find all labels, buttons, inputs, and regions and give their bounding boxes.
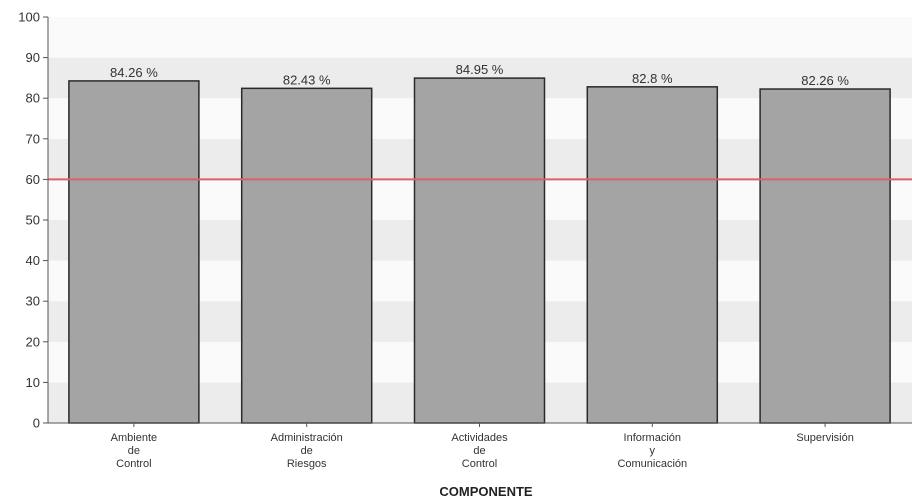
x-axis-category-labels: Ambiente de Control Administración de Riesgos… xyxy=(111,423,854,470)
bar xyxy=(240,87,373,424)
y-tick-label: 50 xyxy=(26,213,40,228)
data-labels: 84.26 % 82.43 % 84.95 % 82.8 % 82.26 % xyxy=(110,62,849,88)
data-label: 82.43 % xyxy=(283,72,331,87)
y-axis-ticks: 0 10 20 30 40 50 60 70 80 90 100 xyxy=(18,10,48,431)
x-axis-title: COMPONENTE xyxy=(439,484,533,499)
bar xyxy=(759,88,891,424)
bars xyxy=(68,77,891,424)
x-tick-label: Supervisión xyxy=(796,432,853,444)
x-tick-label: Administración de Riesgos xyxy=(271,432,343,470)
bar xyxy=(586,86,719,424)
y-tick-label: 30 xyxy=(26,294,40,309)
data-label: 82.8 % xyxy=(632,71,673,86)
y-tick-label: 90 xyxy=(26,50,40,65)
data-label: 84.95 % xyxy=(456,62,504,77)
y-tick-label: 20 xyxy=(26,334,40,349)
y-tick-label: 70 xyxy=(26,131,40,146)
x-tick-label: Información y Comunicación xyxy=(617,432,687,470)
y-tick-label: 10 xyxy=(26,375,40,390)
x-tick-label: Ambiente de Control xyxy=(111,432,157,470)
data-label: 82.26 % xyxy=(801,73,849,88)
grid-band xyxy=(48,17,912,58)
x-tick-label: Actividades de Control xyxy=(451,432,508,470)
data-label: 84.26 % xyxy=(110,65,158,80)
y-tick-label: 40 xyxy=(26,253,40,268)
y-tick-label: 60 xyxy=(26,172,40,187)
y-tick-label: 0 xyxy=(33,416,40,431)
y-tick-label: 80 xyxy=(26,91,40,106)
bar xyxy=(413,77,546,424)
y-tick-label: 100 xyxy=(18,10,40,25)
bar xyxy=(68,80,200,424)
